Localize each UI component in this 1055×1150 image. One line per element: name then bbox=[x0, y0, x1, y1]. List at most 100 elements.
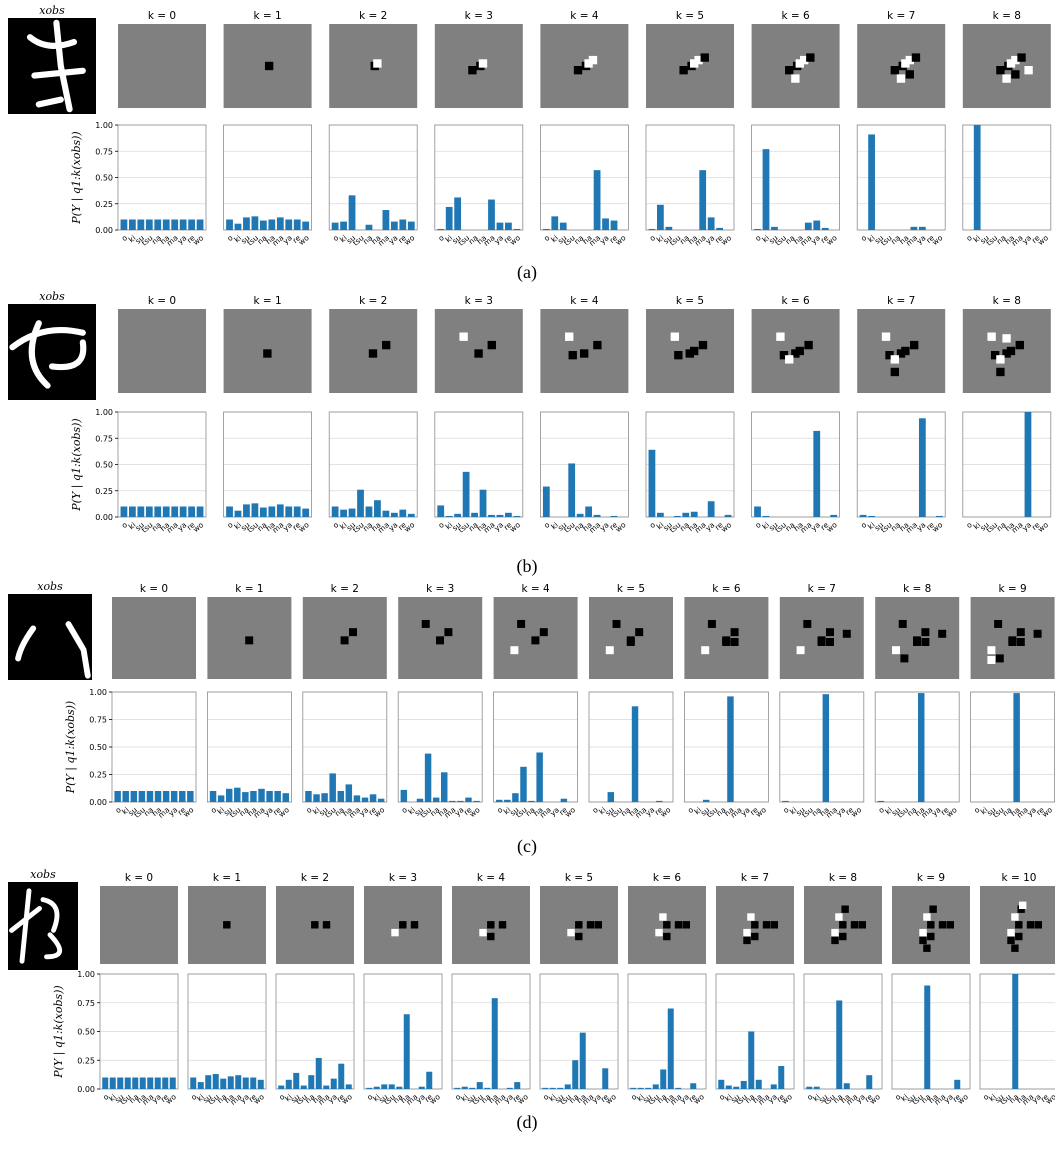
category-label: wo bbox=[508, 520, 522, 534]
category-label: re bbox=[608, 233, 620, 245]
bar bbox=[770, 1084, 777, 1089]
revealed-patch bbox=[800, 55, 809, 65]
bar bbox=[227, 1076, 234, 1089]
bar bbox=[357, 489, 364, 517]
bar bbox=[454, 1087, 461, 1089]
bar bbox=[416, 798, 424, 802]
bar bbox=[542, 486, 550, 517]
category-label: ki bbox=[972, 233, 983, 244]
category-label: ki bbox=[232, 233, 243, 244]
chart-frame bbox=[328, 411, 418, 518]
revealed-patch bbox=[929, 905, 937, 913]
bar bbox=[266, 791, 273, 802]
panel-title: k = 4 bbox=[521, 583, 550, 595]
bar bbox=[437, 505, 445, 517]
bar bbox=[830, 514, 838, 517]
bar bbox=[437, 228, 445, 230]
revealed-patch bbox=[498, 921, 507, 929]
y-tick-label: 0.00 bbox=[89, 798, 107, 807]
bar bbox=[718, 1079, 725, 1089]
revealed-patch bbox=[987, 646, 996, 655]
revealed-patch bbox=[890, 355, 899, 364]
revealed-patch bbox=[223, 921, 231, 929]
bar bbox=[114, 791, 121, 802]
category-label: ki bbox=[883, 805, 894, 816]
category-label: ki bbox=[866, 520, 877, 531]
masked-image bbox=[100, 886, 178, 964]
category-label: re bbox=[159, 1092, 171, 1104]
revealed-patch bbox=[890, 367, 899, 377]
panel-title: k = 5 bbox=[565, 872, 593, 884]
bar bbox=[1012, 974, 1019, 1089]
bar bbox=[162, 219, 170, 230]
revealed-patch bbox=[831, 928, 839, 937]
category-label: ki bbox=[127, 233, 138, 244]
bar bbox=[400, 789, 408, 802]
bar bbox=[610, 515, 618, 517]
panel-title: k = 3 bbox=[426, 583, 454, 595]
y-tick-label: 1.00 bbox=[95, 408, 113, 417]
bar bbox=[657, 512, 664, 517]
bar bbox=[513, 228, 521, 230]
category-label: ki bbox=[693, 805, 704, 816]
category-label: o bbox=[648, 233, 658, 243]
bar bbox=[226, 506, 233, 517]
category-label: re bbox=[713, 520, 725, 532]
category-label: re bbox=[939, 805, 951, 817]
category-label: wo bbox=[849, 805, 863, 819]
bar bbox=[323, 1085, 330, 1089]
category-label: re bbox=[924, 233, 936, 245]
bar bbox=[836, 1000, 843, 1089]
y-axis-label: P(Y | q1:k(xobs)) bbox=[70, 418, 84, 511]
category-label: o bbox=[542, 520, 552, 530]
category-label: ki bbox=[459, 1092, 470, 1103]
bar bbox=[843, 1083, 850, 1089]
bar bbox=[243, 217, 250, 230]
figure-caption: (a) bbox=[517, 262, 537, 283]
panel-title: k = 2 bbox=[359, 10, 387, 22]
category-label: ki bbox=[406, 805, 417, 816]
bar bbox=[512, 793, 519, 802]
panel-title: k = 8 bbox=[829, 872, 857, 884]
obs-stroke bbox=[40, 897, 60, 933]
panel-title: k = 6 bbox=[781, 10, 810, 22]
bar bbox=[462, 471, 470, 517]
category-label: ya bbox=[915, 520, 928, 533]
bar bbox=[137, 506, 145, 517]
panel-title: k = 8 bbox=[993, 295, 1021, 307]
category-label: re bbox=[713, 233, 725, 245]
bar bbox=[702, 799, 710, 802]
y-tick-label: 1.00 bbox=[77, 970, 95, 979]
bar bbox=[724, 514, 732, 517]
revealed-patch bbox=[795, 346, 804, 356]
revealed-patch bbox=[990, 351, 1000, 360]
bar bbox=[699, 170, 707, 230]
revealed-patch bbox=[803, 619, 812, 628]
revealed-patch bbox=[911, 53, 921, 62]
category-label: re bbox=[396, 520, 408, 532]
category-label: re bbox=[844, 805, 856, 817]
category-label: re bbox=[502, 233, 514, 245]
revealed-patch bbox=[1016, 638, 1025, 646]
bar bbox=[542, 1087, 549, 1089]
bar bbox=[399, 219, 407, 230]
bar bbox=[396, 1086, 403, 1089]
bar bbox=[473, 800, 480, 802]
bar bbox=[132, 1077, 139, 1089]
panel-title: k = 4 bbox=[570, 10, 599, 22]
revealed-patch bbox=[594, 921, 603, 929]
masked-image bbox=[118, 309, 206, 393]
category-label: ki bbox=[655, 520, 666, 531]
revealed-patch bbox=[892, 646, 900, 655]
bar bbox=[727, 696, 734, 802]
y-tick-label: 0.25 bbox=[89, 771, 107, 780]
bar bbox=[313, 794, 320, 802]
category-label: wo bbox=[277, 805, 291, 819]
chart-frame bbox=[645, 124, 735, 231]
bar bbox=[109, 1077, 116, 1089]
